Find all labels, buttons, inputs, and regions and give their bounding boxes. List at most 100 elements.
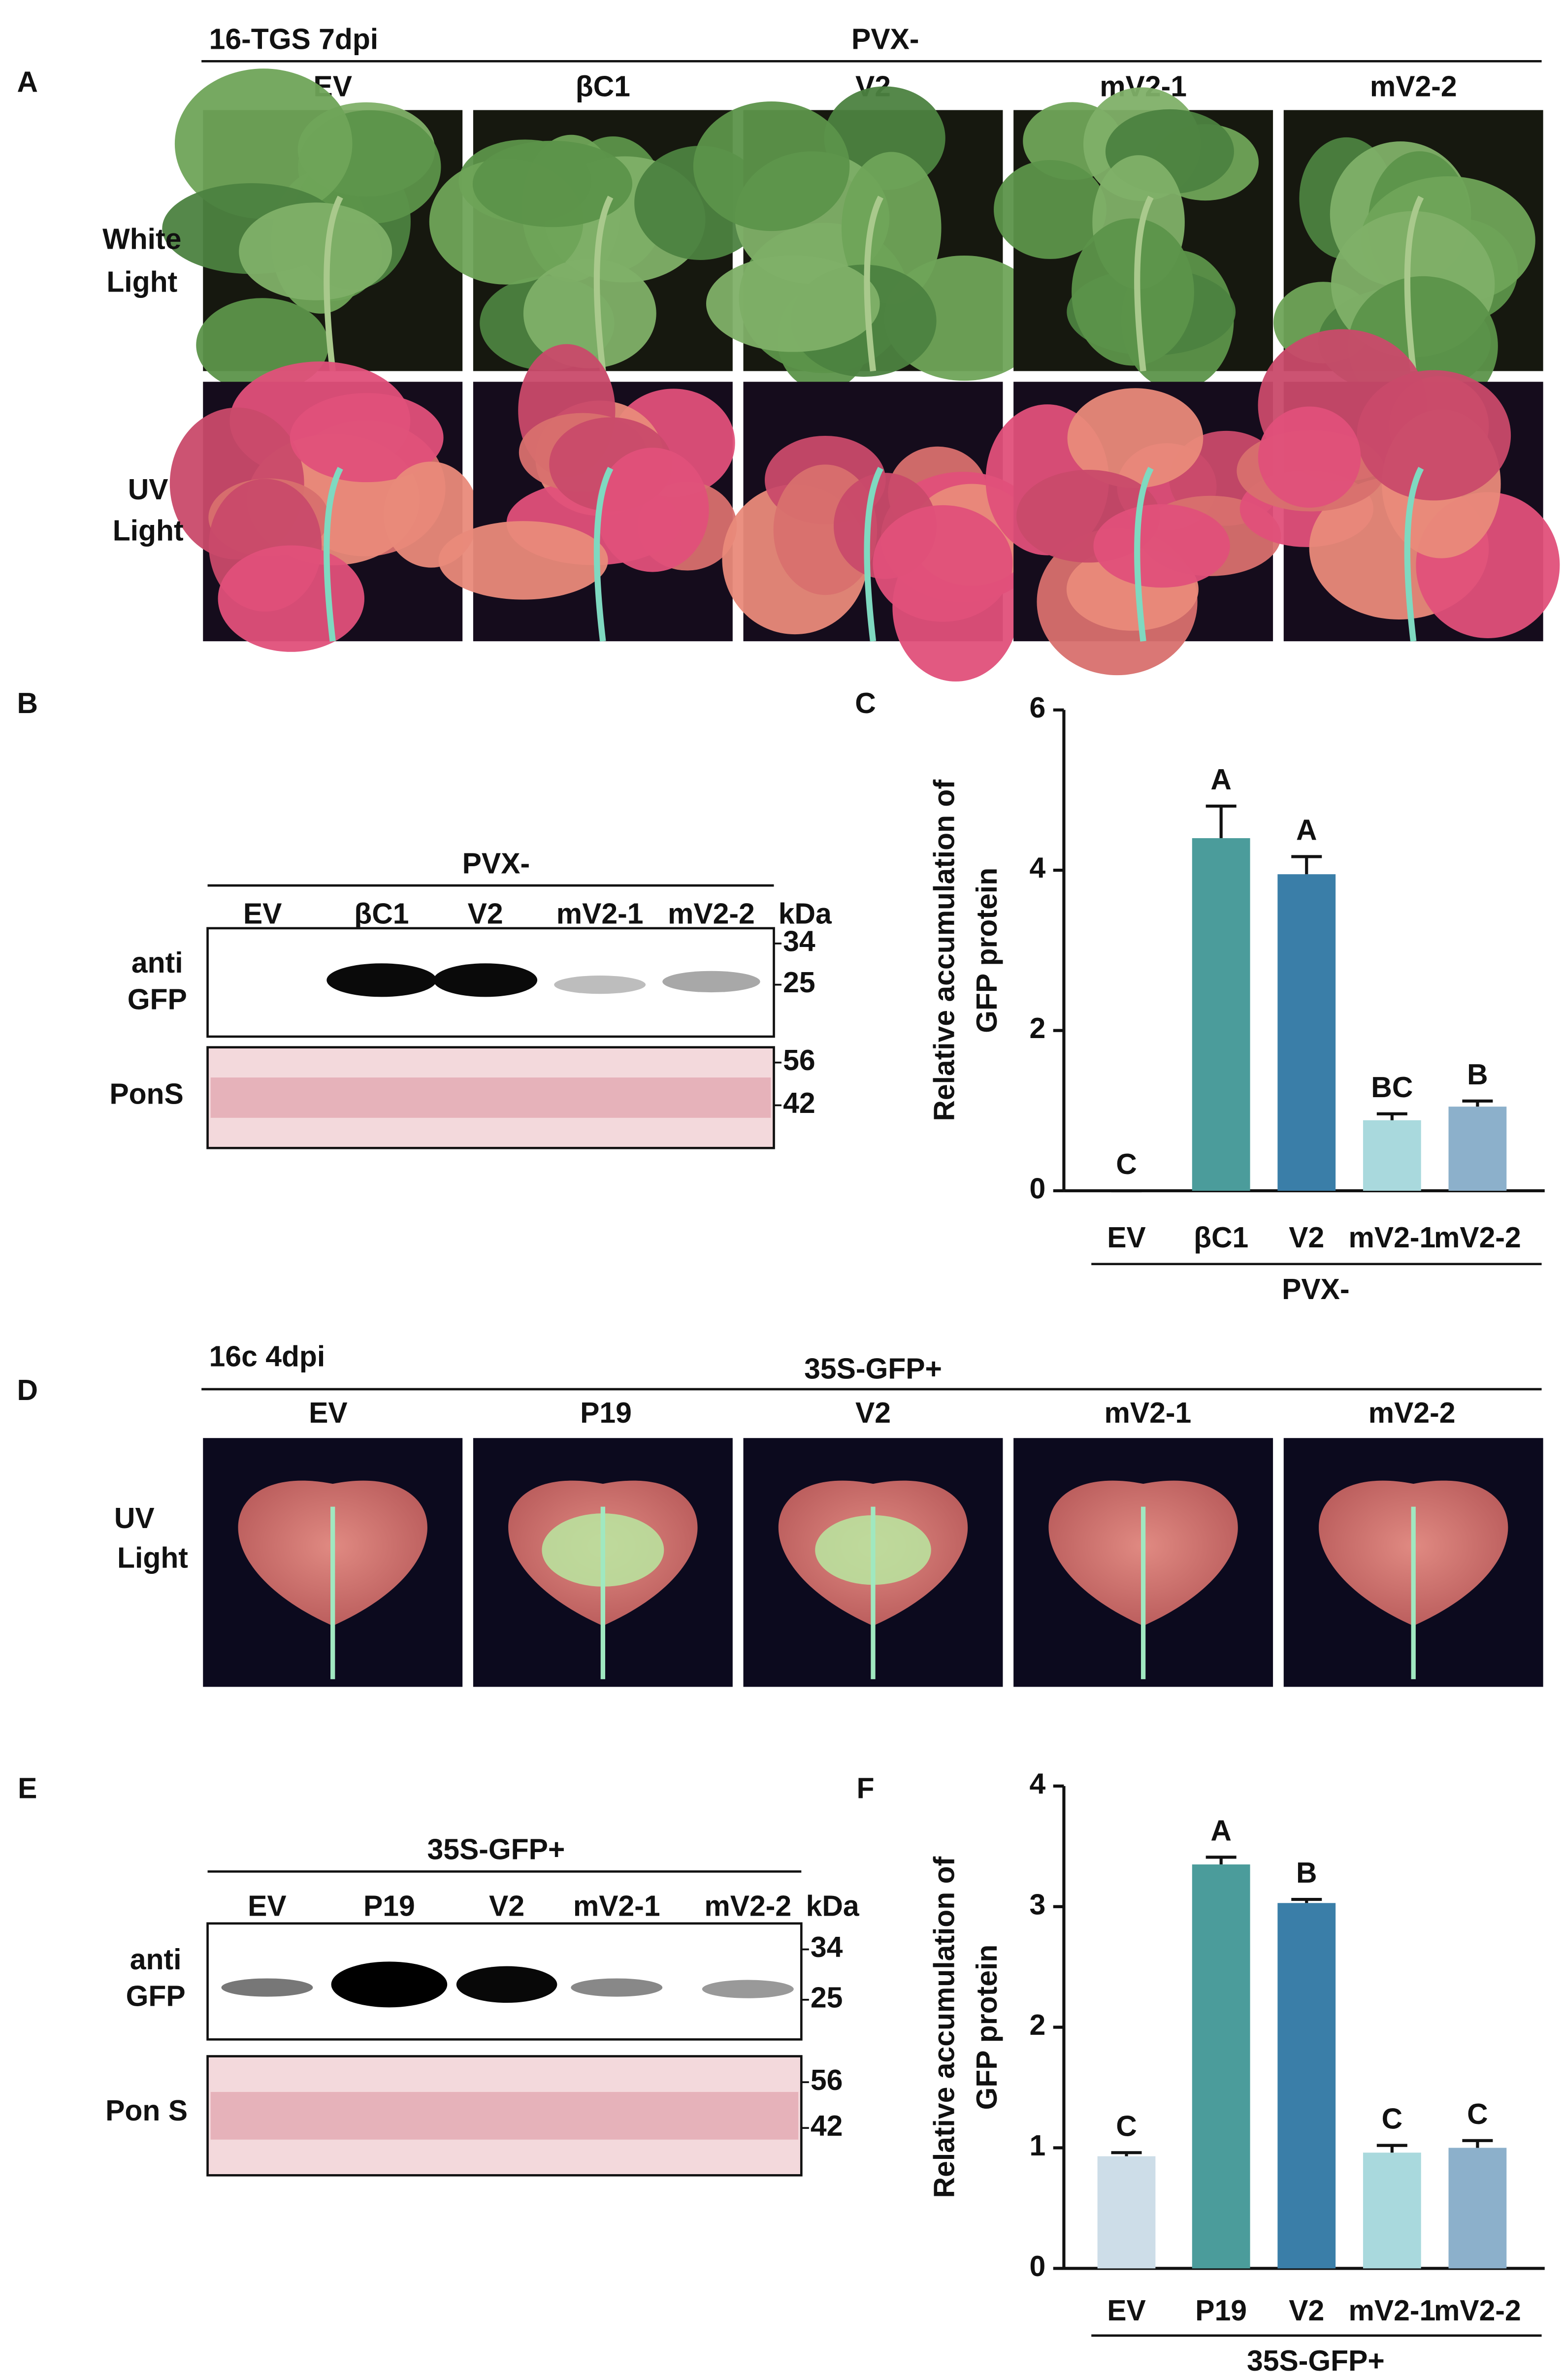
unit-label: kDa [779,898,832,930]
y-axis-label: GFP protein [971,1945,1003,2110]
column-label: mV2-2 [1370,71,1457,103]
y-axis-label: Relative accumulation of [928,1856,960,2198]
significance-letter: C [1467,2098,1488,2130]
x-tick-label: EV [1107,2295,1146,2327]
bar [1448,1107,1507,1191]
leaf [706,255,880,352]
row-label: White [102,224,181,256]
row-label: UV [114,1502,155,1534]
error-bar [1205,1856,1237,1865]
y-tick-label: 2 [1029,1012,1045,1044]
bar [1277,1903,1336,2269]
leaf [1072,218,1194,366]
significance-letter: C [1116,2110,1137,2142]
error-bar [1376,1112,1407,1120]
leaf [1067,388,1204,489]
band [702,1980,794,1998]
group-label: PVX- [1282,1273,1349,1305]
bar [1277,874,1336,1191]
group-label: 35S-GFP+ [427,1834,565,1866]
column-label: βC1 [576,71,630,103]
error-bar [1376,2144,1407,2153]
photo [1237,329,1560,642]
photo [169,361,479,652]
significance-letter: C [1116,1148,1137,1180]
lane-label: mV2-2 [668,898,755,930]
panel-label: D [17,1374,38,1406]
stem [864,467,883,642]
row-label: Light [113,515,184,547]
stem [1404,467,1424,642]
significance-letter: B [1467,1059,1488,1091]
marker-label: 42 [811,2110,843,2142]
photo [722,382,1045,682]
leaf [1258,406,1361,508]
ponceau-band [210,1077,771,1118]
photo [203,1438,463,1687]
header: 16c 4dpi [209,1341,326,1373]
column-label: EV [309,1397,348,1429]
x-tick-label: mV2-2 [1434,2295,1521,2327]
leaf [523,258,656,368]
lane-label: EV [243,898,282,930]
bar [1363,1120,1421,1191]
leaf [174,68,353,219]
panel-label: A [17,66,38,98]
band [221,1978,313,1997]
y-tick-label: 3 [1029,1889,1045,1921]
lane-label: V2 [468,898,503,930]
significance-letter: A [1296,814,1317,846]
row-label: anti [130,1944,182,1976]
group-label: PVX- [462,848,530,880]
leaf [873,505,1013,622]
lane-label: mV2-2 [704,1890,791,1922]
x-tick-label: mV2-1 [1348,1222,1435,1254]
y-tick-label: 4 [1029,852,1045,884]
stem [593,196,614,372]
band [331,1961,448,2008]
group-label: 35S-GFP+ [1247,2345,1385,2377]
x-tick-label: V2 [1289,2295,1324,2327]
lane-label: mV2-1 [556,898,644,930]
marker-label: 25 [811,1982,843,2014]
bar [1448,2148,1507,2269]
band [456,1966,557,2003]
error-bar [1291,1897,1322,1903]
bar [1192,1864,1250,2269]
stem [864,196,883,372]
leaf [239,202,392,300]
marker-label: 34 [783,925,815,957]
row-label: GFP [128,983,187,1015]
y-tick-label: 0 [1029,1173,1045,1205]
marker-label: 56 [811,2064,843,2096]
band [554,976,646,994]
photo [1013,1438,1273,1687]
lane-label: βC1 [354,898,409,930]
leaf [1357,370,1511,501]
column-label: mV2-1 [1105,1397,1192,1429]
photo [994,87,1273,390]
marker-label: 25 [783,967,815,999]
row-label: PonS [109,1078,183,1110]
photo [693,86,1044,391]
x-tick-label: βC1 [1194,1222,1248,1254]
stem [324,196,343,372]
leaf [438,521,608,600]
row-label: Light [117,1542,188,1574]
photo [473,1438,733,1687]
photo [162,68,463,392]
leaf [693,101,850,231]
y-tick-label: 4 [1029,1768,1045,1800]
leaf [290,393,444,483]
lane-label: V2 [489,1890,524,1922]
ponceau-band [210,2092,799,2140]
row-label: GFP [126,1980,186,2012]
y-tick-label: 0 [1029,2250,1045,2282]
x-tick-label: mV2-1 [1348,2295,1435,2327]
photo [1283,1438,1543,1687]
lane-label: EV [248,1890,287,1922]
photo [429,110,766,372]
bar [1097,2156,1156,2269]
